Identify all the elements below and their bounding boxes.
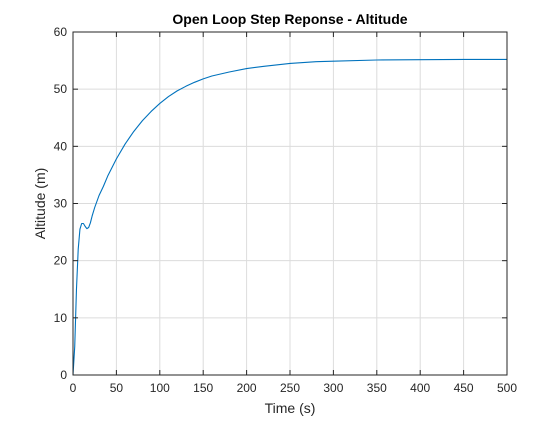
x-tick-label: 0	[70, 381, 77, 395]
x-tick-label: 350	[367, 381, 387, 395]
ticks: 0 50 100 150 200 250 300 350 400 450 500 0 10 20 30 40 5…	[54, 25, 518, 395]
y-tick-label: 60	[54, 25, 68, 39]
x-tick-label: 250	[280, 381, 300, 395]
y-tick-label: 10	[54, 311, 68, 325]
y-tick-label: 50	[54, 82, 68, 96]
y-axis-label: Altitude (m)	[32, 168, 48, 240]
grid	[72, 31, 508, 376]
x-tick-label: 500	[497, 381, 517, 395]
x-tick-label: 450	[454, 381, 474, 395]
x-tick-label: 50	[110, 381, 124, 395]
series-layer	[72, 58, 507, 376]
x-tick-label: 150	[193, 381, 213, 395]
x-tick-label: 300	[323, 381, 343, 395]
chart-title: Open Loop Step Reponse - Altitude	[172, 11, 407, 27]
x-axis-label: Time (s)	[265, 400, 316, 416]
y-tick-label: 20	[54, 254, 68, 268]
x-tick-label: 400	[410, 381, 430, 395]
x-tick-label: 100	[150, 381, 170, 395]
y-tick-label: 0	[60, 368, 67, 382]
y-tick-label: 30	[54, 197, 68, 211]
x-tick-label: 200	[237, 381, 257, 395]
y-tick-label: 40	[54, 139, 68, 153]
series-line	[72, 58, 507, 376]
